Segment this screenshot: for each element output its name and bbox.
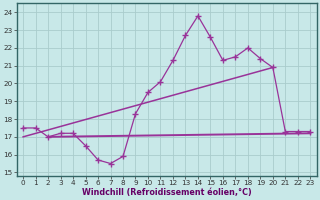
X-axis label: Windchill (Refroidissement éolien,°C): Windchill (Refroidissement éolien,°C) — [82, 188, 252, 197]
